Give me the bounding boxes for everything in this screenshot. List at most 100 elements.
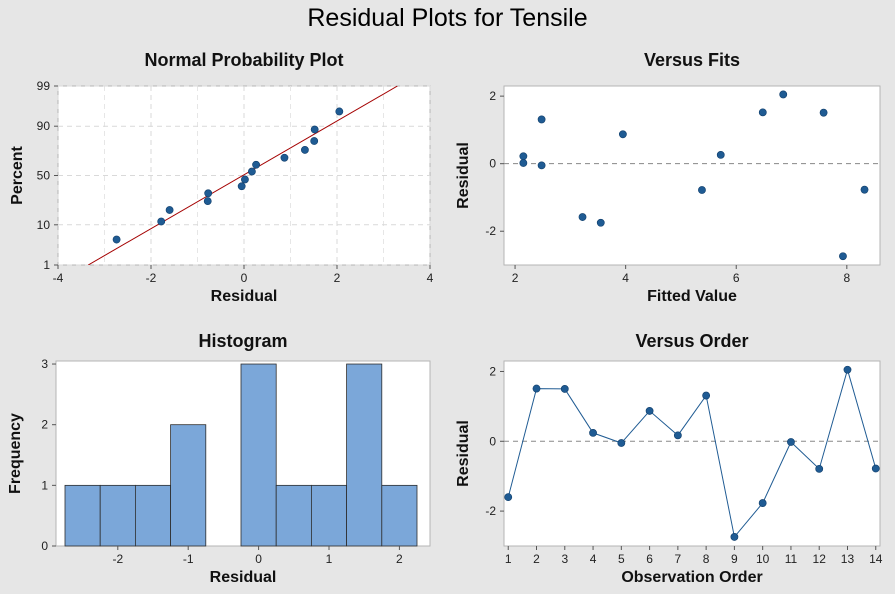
npp-xlabel: Residual (211, 288, 278, 305)
fits-title: Versus Fits (644, 50, 740, 70)
order-xtick-label: 1 (505, 552, 512, 566)
fits-xtick-label: 2 (512, 271, 519, 285)
fits-point (537, 115, 546, 124)
fits-point (578, 213, 587, 221)
fits-point (716, 150, 725, 159)
hist-bar (381, 484, 418, 547)
npp-ytick-label: 1 (43, 258, 50, 272)
npp-point (112, 235, 121, 244)
order-point (730, 533, 739, 541)
fits-ytick-label: -2 (485, 224, 496, 238)
order-xtick-label: 10 (756, 552, 770, 566)
order-series-line (507, 367, 877, 539)
hist-ylabel: Frequency (7, 413, 24, 494)
hist-xtick-label: 0 (255, 552, 262, 566)
fits-ytick-label: 2 (489, 89, 496, 103)
main-title: Residual Plots for Tensile (307, 4, 588, 32)
order-point (617, 439, 626, 447)
fits-point (860, 185, 869, 194)
hist-xtick-label: 2 (396, 552, 403, 566)
npp-xtick-label: 4 (427, 271, 434, 285)
npp-point (310, 125, 319, 134)
npp-point (335, 107, 344, 116)
fits-point (519, 152, 528, 161)
order-point (532, 384, 541, 393)
order-xtick-label: 13 (841, 552, 855, 566)
hist-ytick-label: 3 (41, 357, 48, 371)
order-xtick-label: 14 (869, 552, 883, 566)
order-title: Versus Order (635, 331, 748, 351)
hist-bar (275, 484, 312, 547)
npp-point (248, 167, 256, 176)
hist-bar (310, 484, 347, 547)
hist-title: Histogram (198, 331, 287, 351)
order-ytick-label: 0 (489, 434, 496, 448)
order-xtick-label: 11 (785, 552, 798, 566)
npp-point (252, 160, 260, 169)
hist-xtick-label: 1 (326, 552, 333, 566)
order-point (560, 385, 569, 393)
fits-point (698, 186, 706, 194)
fits-xlabel: Fitted Value (647, 288, 737, 305)
order-ytick-label: 2 (489, 364, 496, 378)
npp-ytick-label: 90 (37, 119, 51, 133)
order-point (673, 431, 682, 440)
order-xtick-label: 5 (618, 552, 625, 566)
npp-point (280, 153, 289, 162)
order-xtick-label: 3 (561, 552, 568, 566)
hist-bar (346, 363, 383, 547)
npp-point (157, 217, 166, 226)
fits-plot-area (503, 85, 881, 266)
order-xtick-label: 8 (703, 552, 710, 566)
npp-xtick-label: -4 (53, 271, 64, 285)
hist-xtick-label: -2 (112, 552, 123, 566)
npp-xtick-label: 0 (241, 271, 248, 285)
order-point (871, 464, 880, 473)
fits-point (819, 108, 828, 117)
fits-xtick-label: 4 (622, 271, 629, 285)
order-xtick-label: 4 (590, 552, 597, 566)
order-xtick-label: 7 (675, 552, 682, 566)
order-point (758, 499, 767, 507)
fits-point (758, 108, 767, 117)
fits-point (779, 90, 788, 99)
order-point (645, 407, 654, 415)
order-xtick-label: 9 (731, 552, 738, 566)
hist-ytick-label: 0 (41, 539, 48, 553)
hist-bar (134, 484, 171, 547)
hist-xlabel: Residual (210, 569, 277, 586)
hist-ytick-label: 2 (41, 418, 48, 432)
hist-bar (170, 424, 207, 547)
npp-point (237, 182, 246, 191)
npp-point (241, 175, 249, 184)
fits-xtick-label: 6 (733, 271, 740, 285)
npp-title: Normal Probability Plot (144, 50, 343, 70)
hist-bar (240, 363, 277, 547)
fits-point (839, 252, 847, 261)
npp-point (204, 189, 213, 198)
hist-bar (99, 484, 136, 547)
order-point (589, 429, 597, 437)
order-xtick-label: 2 (533, 552, 540, 566)
order-point (702, 391, 711, 400)
order-ylabel: Residual (455, 420, 472, 487)
hist-xtick-label: -1 (183, 552, 194, 566)
order-ytick-label: -2 (485, 504, 496, 518)
order-xtick-label: 6 (646, 552, 653, 566)
npp-xtick-label: 2 (334, 271, 341, 285)
npp-point (165, 206, 174, 214)
order-xlabel: Observation Order (621, 569, 762, 586)
fits-point (537, 161, 546, 170)
npp-ytick-label: 10 (37, 218, 51, 232)
fits-point (618, 130, 627, 139)
npp-fit-line (87, 86, 398, 265)
npp-xtick-label: -2 (146, 271, 157, 285)
hist-bar (64, 484, 101, 547)
order-point (787, 438, 795, 446)
npp-point (301, 146, 309, 154)
fits-ylabel: Residual (455, 142, 472, 209)
order-point (815, 464, 824, 473)
hist-ytick-label: 1 (41, 478, 48, 492)
